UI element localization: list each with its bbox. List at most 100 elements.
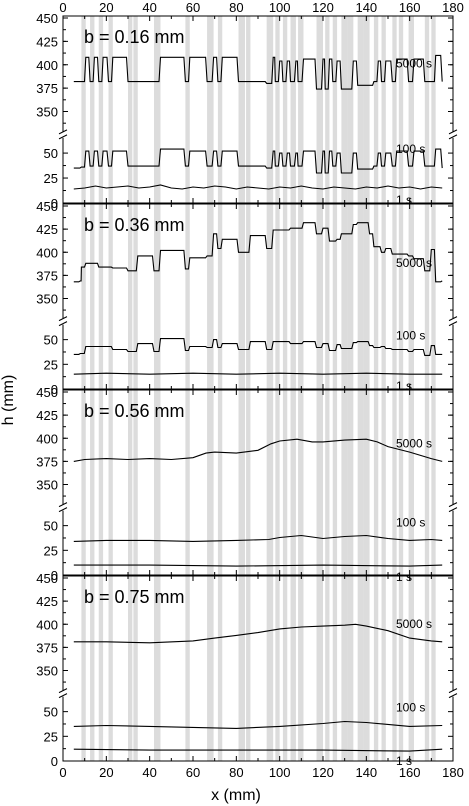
shaded-band xyxy=(392,576,397,761)
series-label: 1 s xyxy=(396,754,412,768)
shaded-band xyxy=(408,576,414,761)
series-line xyxy=(73,148,443,174)
shaded-band xyxy=(108,576,113,761)
shaded-band xyxy=(431,16,436,203)
y-tick-label: 450 xyxy=(36,11,58,26)
y-tick-label: 0 xyxy=(51,196,58,211)
shaded-band xyxy=(373,204,379,389)
shaded-band xyxy=(347,390,354,575)
shaded-band xyxy=(81,576,86,761)
shaded-band xyxy=(373,390,379,575)
shaded-band xyxy=(325,576,330,761)
shaded-band xyxy=(341,16,348,203)
y-tick-label: 0 xyxy=(51,568,58,583)
y-tick-label: 400 xyxy=(36,617,58,632)
x-tick-label-top: 160 xyxy=(399,0,421,15)
shaded-band xyxy=(128,204,133,389)
shaded-band xyxy=(431,204,436,389)
axis-break-gap xyxy=(449,690,457,697)
x-tick-label-bottom: 0 xyxy=(59,765,66,780)
axis-break-mark xyxy=(58,693,68,699)
shaded-band xyxy=(431,390,436,575)
series-line xyxy=(73,222,443,283)
shaded-band xyxy=(424,576,430,761)
y-tick-label: 450 xyxy=(36,571,58,586)
shaded-band xyxy=(282,576,288,761)
shaded-band xyxy=(275,204,280,389)
x-tick-label-top: 0 xyxy=(59,0,66,15)
axis-break-mark xyxy=(58,321,68,327)
x-tick-label-bottom: 180 xyxy=(442,765,464,780)
shaded-band xyxy=(238,576,245,761)
y-tick-label: 50 xyxy=(44,333,58,348)
shaded-band xyxy=(81,16,86,203)
series-lines xyxy=(73,54,443,752)
series-line xyxy=(73,54,443,90)
x-tick-label-top: 40 xyxy=(142,0,156,15)
shaded-band xyxy=(108,16,113,203)
x-tick-label-bottom: 140 xyxy=(355,765,377,780)
series-label: 5000 s xyxy=(396,256,432,270)
shaded-band xyxy=(275,576,280,761)
y-tick-label: 25 xyxy=(44,357,58,372)
axis-break-mark xyxy=(448,321,458,327)
shaded-band xyxy=(275,390,280,575)
x-axis-label: x (mm) xyxy=(211,787,261,804)
series-line xyxy=(73,564,443,567)
shaded-band xyxy=(217,576,223,761)
y-axis-label: h (mm) xyxy=(0,375,17,426)
shaded-band xyxy=(363,576,370,761)
series-label: 1 s xyxy=(396,570,412,584)
shaded-band xyxy=(363,390,370,575)
series-line xyxy=(73,438,443,462)
axis-break-mark xyxy=(448,134,458,140)
shaded-band xyxy=(290,576,296,761)
shaded-band xyxy=(290,204,296,389)
y-tick-label: 25 xyxy=(44,729,58,744)
shaded-band xyxy=(282,390,288,575)
y-tick-label: 400 xyxy=(36,431,58,446)
panel-label: b = 0.16 mm xyxy=(84,27,185,47)
series-line xyxy=(73,372,443,375)
shaded-band xyxy=(282,16,288,203)
series-line xyxy=(73,184,443,190)
panel-label: b = 0.56 mm xyxy=(84,401,185,421)
shaded-band xyxy=(316,390,323,575)
axis-break-mark xyxy=(448,507,458,513)
x-tick-label-top: 100 xyxy=(269,0,291,15)
shaded-band xyxy=(154,390,161,575)
shaded-band xyxy=(185,390,190,575)
shaded-band xyxy=(133,576,138,761)
axis-break-mark xyxy=(58,129,68,135)
shaded-band xyxy=(431,576,436,761)
shaded-band xyxy=(332,390,338,575)
shaded-band xyxy=(408,16,414,203)
y-tick-label: 375 xyxy=(36,268,58,283)
x-tick-label-bottom: 40 xyxy=(142,765,156,780)
shaded-band xyxy=(154,204,161,389)
shaded-band xyxy=(238,16,245,203)
shaded-band xyxy=(398,204,404,389)
shaded-band xyxy=(185,204,190,389)
shaded-band xyxy=(290,390,296,575)
axis-break-gap xyxy=(59,318,67,325)
x-tick-label-bottom: 20 xyxy=(99,765,113,780)
shaded-band xyxy=(347,204,354,389)
y-tick-label: 350 xyxy=(36,478,58,493)
shaded-band xyxy=(381,390,386,575)
shaded-band xyxy=(298,204,304,389)
y-tick-label: 50 xyxy=(44,705,58,720)
axis-break-mark xyxy=(448,502,458,508)
shaded-band xyxy=(238,204,245,389)
shaded-band xyxy=(347,16,354,203)
shaded-band xyxy=(316,204,323,389)
y-tick-label: 425 xyxy=(36,34,58,49)
series-line xyxy=(73,338,443,356)
y-tick-label: 450 xyxy=(36,385,58,400)
shaded-band xyxy=(90,390,95,575)
axis-break-mark xyxy=(448,129,458,135)
shaded-bands xyxy=(81,16,436,761)
x-tick-label-top: 20 xyxy=(99,0,113,15)
axis-break-gap xyxy=(449,318,457,325)
y-tick-label: 0 xyxy=(51,382,58,397)
